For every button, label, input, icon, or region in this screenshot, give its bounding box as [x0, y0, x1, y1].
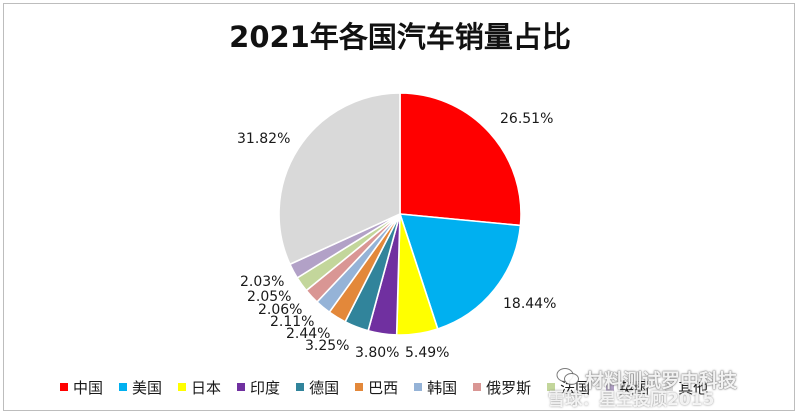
slice-label-6: 2.44%	[286, 326, 331, 342]
legend-swatch	[296, 383, 305, 391]
slice-label-2: 18.44%	[503, 296, 557, 312]
legend-item-10: 英国	[606, 377, 649, 398]
legend-label: 俄罗斯	[486, 378, 532, 397]
legend-label: 美国	[132, 378, 163, 397]
legend-swatch	[355, 383, 364, 391]
legend-label: 德国	[309, 378, 340, 397]
legend-item-5: 德国	[296, 377, 339, 398]
pie-slice-1	[399, 92, 522, 227]
legend-label: 法国	[560, 378, 591, 397]
slice-label-10: 2.03%	[240, 274, 285, 290]
legend-item-4: 印度	[237, 377, 280, 398]
legend-label: 日本	[191, 378, 222, 397]
pie-slice-2	[399, 213, 522, 330]
legend-label: 其他	[678, 378, 709, 397]
slice-label-11: 31.82%	[237, 131, 291, 147]
chart-title: 2021年各国汽车销量占比	[229, 20, 571, 54]
legend-swatch	[606, 383, 615, 391]
legend-swatch	[665, 383, 674, 391]
legend-item-11: 其他	[665, 377, 708, 398]
chart-legend: 中国 美国 日本 印度 德国 巴西 韩国 俄罗斯 法国 英国 其他	[60, 376, 724, 398]
legend-swatch	[473, 383, 482, 391]
legend-label: 英国	[619, 378, 650, 397]
slice-label-1: 26.51%	[500, 111, 554, 127]
slice-label-3: 5.49%	[405, 345, 450, 361]
legend-item-7: 韩国	[414, 377, 457, 398]
slice-label-7: 2.11%	[270, 314, 315, 330]
legend-item-9: 法国	[547, 377, 590, 398]
legend-label: 中国	[73, 378, 104, 397]
legend-swatch	[237, 383, 246, 391]
legend-item-1: 中国	[60, 377, 103, 398]
legend-item-2: 美国	[119, 377, 162, 398]
slice-label-4: 3.80%	[355, 345, 400, 361]
slice-label-9: 2.05%	[247, 289, 292, 305]
legend-label: 巴西	[368, 378, 399, 397]
legend-label: 印度	[250, 378, 281, 397]
legend-swatch	[60, 383, 68, 391]
legend-swatch	[414, 383, 423, 391]
legend-swatch	[547, 383, 556, 391]
legend-label: 韩国	[427, 378, 458, 397]
legend-swatch	[178, 383, 187, 391]
legend-swatch	[119, 383, 128, 391]
pie-slice-11	[278, 92, 401, 266]
legend-item-8: 俄罗斯	[473, 377, 531, 398]
legend-item-6: 巴西	[355, 377, 398, 398]
legend-item-3: 日本	[178, 377, 221, 398]
slice-label-8: 2.06%	[258, 302, 303, 318]
slice-label-5: 3.25%	[305, 338, 350, 354]
